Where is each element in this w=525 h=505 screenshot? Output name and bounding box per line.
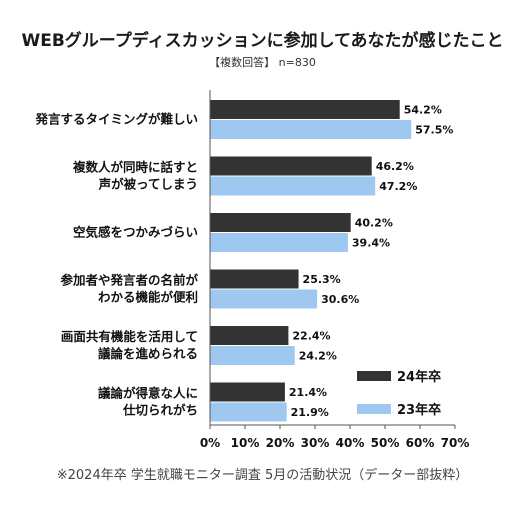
x-tick-label: 30% (301, 436, 330, 450)
chart-title: WEBグループディスカッションに参加してあなたが感じたこと (21, 31, 504, 51)
category-label: 参加者や発言者の名前が (60, 273, 198, 288)
x-tick-label: 10% (231, 436, 260, 450)
bar-series-23-5 (210, 402, 287, 422)
category-label: 声が被ってしまう (98, 177, 198, 192)
chart-subtitle: 【複数回答】 n=830 (209, 56, 316, 69)
category-label: 発言するタイミングが難しい (34, 112, 198, 127)
bar-series-23-2 (210, 233, 348, 252)
x-tick-label: 20% (266, 436, 295, 450)
data-label: 21.4% (289, 386, 327, 399)
bar-series-24-0 (210, 100, 400, 119)
data-label: 57.5% (415, 124, 453, 137)
bar-series-24-2 (210, 213, 351, 232)
bar-series-23-1 (210, 176, 376, 196)
legend-swatch-series-23 (357, 404, 391, 414)
x-tick-label: 60% (406, 436, 435, 450)
data-label: 47.2% (379, 180, 417, 193)
data-label: 22.4% (292, 330, 330, 343)
data-label: 46.2% (376, 160, 414, 173)
bar-series-24-4 (210, 326, 289, 345)
data-label: 40.2% (355, 217, 393, 230)
data-label: 24.2% (299, 350, 337, 363)
data-label: 39.4% (352, 237, 390, 250)
category-label: 空気感をつかみづらい (73, 225, 198, 240)
bar-series-24-1 (210, 156, 372, 176)
legend-label: 24年卒 (397, 369, 441, 385)
category-label: 仕切られがち (122, 403, 198, 418)
data-label: 30.6% (321, 293, 359, 306)
legend-swatch-series-24 (357, 371, 391, 381)
bar-series-23-0 (210, 120, 412, 139)
data-label: 21.9% (291, 406, 329, 419)
bar-series-24-5 (210, 382, 285, 402)
category-label: 議論が得意な人に (98, 386, 198, 401)
category-label: 画面共有機能を活用して (61, 329, 198, 344)
data-label: 25.3% (303, 273, 341, 286)
x-tick-label: 40% (336, 436, 365, 450)
category-label: 議論を進められる (98, 346, 198, 361)
source-note: ※2024年卒 学生就職モニター調査 5月の活動状況（データー部抜粋） (56, 468, 469, 483)
x-tick-label: 0% (200, 436, 220, 450)
bar-series-24-3 (210, 269, 299, 289)
bar-series-23-4 (210, 346, 295, 365)
category-label: 複数人が同時に話すと (72, 160, 198, 175)
legend-label: 23年卒 (397, 402, 441, 418)
category-label: わかる機能が便利 (98, 290, 198, 305)
data-label: 54.2% (404, 104, 442, 117)
x-tick-label: 50% (371, 436, 400, 450)
x-tick-label: 70% (441, 436, 470, 450)
bar-series-23-3 (210, 289, 318, 309)
